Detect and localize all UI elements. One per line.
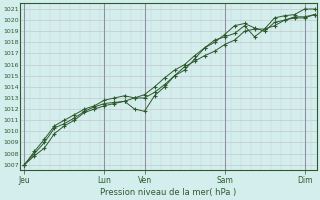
X-axis label: Pression niveau de la mer( hPa ): Pression niveau de la mer( hPa ) (100, 188, 236, 197)
